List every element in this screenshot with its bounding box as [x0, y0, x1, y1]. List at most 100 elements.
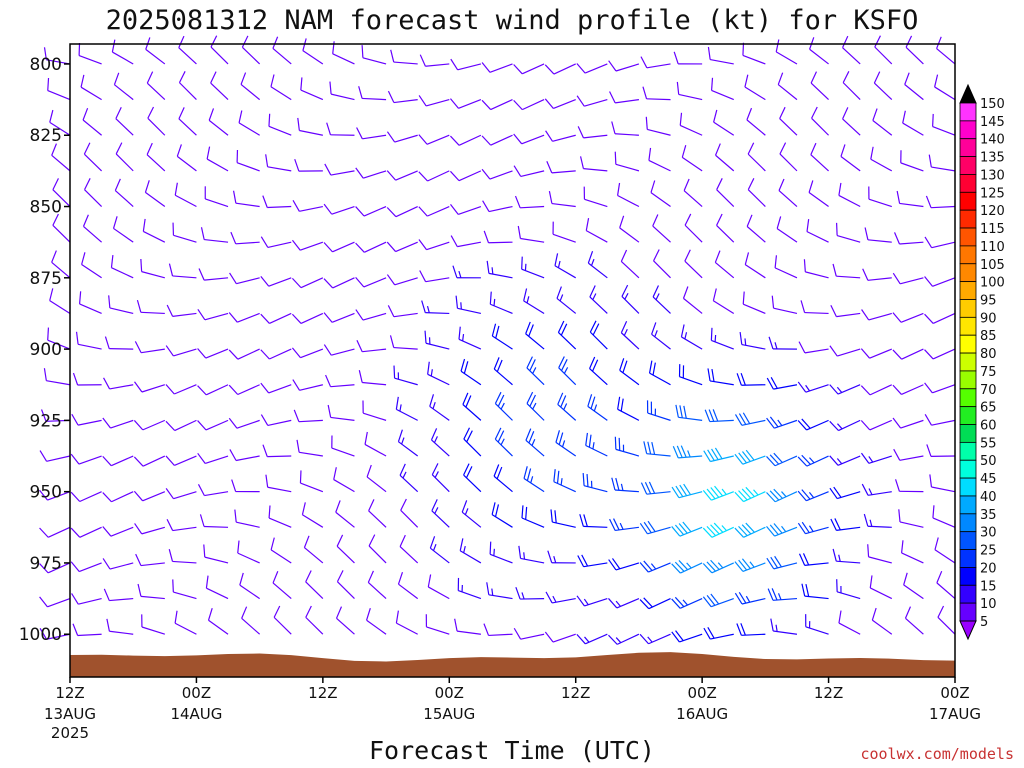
wind-barb — [399, 463, 419, 493]
wind-barb — [710, 327, 734, 350]
wind-barb — [652, 285, 671, 314]
wind-barb — [836, 222, 861, 243]
wind-barb — [393, 365, 418, 386]
colorbar-label: 5 — [980, 615, 988, 630]
colorbar-segment — [959, 209, 977, 229]
wind-barb — [808, 180, 829, 208]
wind-barb — [929, 474, 956, 493]
wind-barb — [576, 595, 608, 607]
wind-barb — [52, 178, 71, 207]
wind-barb — [832, 548, 861, 564]
wind-barb — [840, 144, 861, 172]
colorbar-label: 140 — [980, 133, 1005, 148]
wind-barb — [714, 250, 735, 279]
wind-barb — [395, 610, 418, 635]
colorbar-label: 45 — [980, 472, 997, 487]
wind-barb — [425, 614, 450, 635]
wind-barb — [924, 348, 956, 360]
wind-barb — [51, 250, 71, 279]
wind-barb — [767, 588, 798, 601]
wind-barb — [766, 377, 798, 390]
colorbar-label: 50 — [980, 454, 997, 469]
wind-barb — [168, 263, 197, 279]
wind-barb — [387, 305, 418, 318]
wind-barb — [779, 142, 798, 172]
wind-barb — [924, 312, 956, 325]
wind-barb — [70, 526, 102, 538]
wind-barb — [174, 610, 197, 635]
wind-barb — [579, 156, 608, 172]
wind-barb — [234, 509, 260, 528]
x-tick-label: 00Z — [435, 684, 464, 702]
wind-barb — [457, 577, 482, 600]
wind-barb — [241, 606, 261, 635]
wind-barb — [82, 107, 102, 136]
wind-barb — [429, 536, 450, 564]
wind-barb — [675, 404, 703, 421]
wind-barb — [577, 126, 608, 139]
wind-barb — [231, 479, 260, 493]
colorbar-label: 100 — [980, 276, 1005, 291]
wind-barb — [397, 429, 419, 457]
wind-barb — [463, 427, 482, 457]
wind-barb — [556, 286, 577, 314]
wind-barb — [678, 364, 703, 386]
wind-barb — [704, 409, 734, 423]
wind-barb — [240, 72, 261, 101]
wind-barb — [902, 110, 924, 136]
colorbar-segment — [959, 334, 977, 354]
wind-barb — [134, 381, 166, 393]
wind-barb — [797, 418, 829, 431]
wind-barb — [771, 295, 798, 315]
wind-barb — [268, 113, 292, 136]
wind-barb — [134, 341, 165, 354]
wind-barb — [766, 555, 798, 570]
wind-barb — [239, 572, 260, 600]
wind-barb — [323, 312, 355, 323]
wind-barb — [260, 236, 292, 249]
wind-barb — [811, 106, 829, 136]
wind-barb — [893, 232, 924, 245]
wind-barb — [52, 213, 71, 243]
wind-barb — [323, 344, 355, 356]
wind-barb — [450, 134, 482, 146]
wind-barb — [103, 588, 134, 602]
wind-barb — [716, 178, 735, 207]
wind-barb — [270, 74, 292, 101]
colorbar-bottom-arrow — [959, 620, 977, 641]
wind-barb — [778, 178, 798, 207]
wind-barb — [714, 143, 735, 172]
wind-barb — [544, 98, 576, 110]
wind-barb — [329, 81, 355, 101]
wind-barb — [291, 239, 324, 251]
wind-barb — [102, 526, 134, 537]
wind-barb — [671, 483, 703, 499]
wind-barb — [176, 144, 197, 172]
wind-barb — [589, 356, 608, 386]
wind-barb — [39, 450, 71, 462]
colorbar-segment — [959, 370, 977, 390]
wind-barb — [265, 474, 292, 493]
wind-barb — [102, 417, 134, 429]
wind-barb — [147, 106, 166, 136]
colorbar-segment — [959, 174, 977, 193]
colorbar-label: 80 — [980, 347, 997, 362]
wind-barb — [928, 154, 956, 172]
wind-barb — [133, 455, 166, 467]
wind-barb — [707, 46, 734, 65]
wind-barb — [608, 60, 640, 72]
wind-barb — [619, 215, 640, 243]
wind-barb — [609, 518, 640, 532]
wind-barb — [521, 256, 545, 279]
wind-barb — [805, 614, 829, 635]
wind-barb — [768, 336, 797, 350]
wind-barb — [513, 63, 545, 75]
wind-barb — [197, 419, 229, 431]
wind-barb — [43, 368, 71, 386]
wind-barb — [614, 436, 640, 457]
wind-barb — [526, 391, 545, 421]
colorbar-segment — [959, 549, 977, 568]
colorbar-segment — [959, 191, 977, 211]
wind-barb — [75, 331, 102, 350]
wind-barb — [608, 558, 640, 571]
